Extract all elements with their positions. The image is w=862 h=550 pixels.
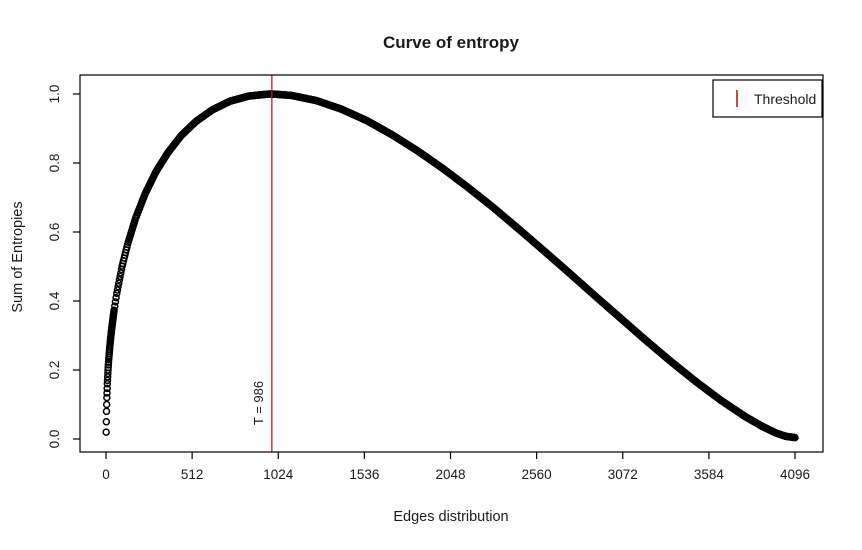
scatter-points <box>102 90 799 442</box>
legend-threshold-label: Threshold <box>754 91 816 107</box>
x-tick-label: 1536 <box>349 467 379 482</box>
data-point <box>791 433 799 442</box>
data-point <box>103 393 111 402</box>
data-point <box>103 373 112 381</box>
y-tick-label: 1.0 <box>47 85 62 104</box>
x-tick-label: 3584 <box>694 467 725 482</box>
y-axis-title: Sum of Entropies <box>10 201 26 312</box>
data-point <box>102 418 111 426</box>
x-tick-label: 4096 <box>780 467 810 482</box>
data-point <box>104 361 113 369</box>
data-point <box>104 366 112 374</box>
data-point <box>103 384 111 393</box>
x-tick-label: 512 <box>181 467 204 482</box>
data-point <box>103 376 112 385</box>
data-point <box>102 400 111 409</box>
data-point <box>114 282 122 291</box>
data-point <box>103 380 112 388</box>
y-axis-ticks: 0.0 0.2 0.4 0.6 0.8 1.0 <box>47 85 80 449</box>
x-axis-ticks: 0 512 1024 1536 2048 2560 3072 3584 4096 <box>102 452 810 482</box>
threshold-value-label: T = 986 <box>251 381 266 425</box>
x-tick-label: 1024 <box>263 467 294 482</box>
data-point <box>117 269 125 277</box>
x-tick-label: 2560 <box>522 467 552 482</box>
x-tick-label: 2048 <box>435 467 465 482</box>
data-point <box>111 302 119 310</box>
data-point <box>103 389 111 397</box>
data-point <box>111 298 120 306</box>
y-tick-label: 0.8 <box>47 154 62 173</box>
chart-title: Curve of entropy <box>383 33 520 52</box>
x-axis-title: Edges distribution <box>393 509 508 525</box>
legend: Threshold <box>712 79 823 118</box>
y-tick-label: 0.4 <box>47 291 62 310</box>
y-tick-label: 0.2 <box>47 361 62 380</box>
y-tick-label: 0.6 <box>47 223 62 242</box>
legend-box <box>712 79 823 118</box>
data-point <box>116 272 124 281</box>
data-point <box>115 279 123 287</box>
data-point <box>102 407 111 416</box>
plot-border-box <box>79 74 824 453</box>
data-point <box>113 286 122 294</box>
x-tick-label: 0 <box>102 467 110 482</box>
data-point <box>110 306 118 315</box>
data-point <box>113 289 121 298</box>
data-point <box>115 276 124 284</box>
data-point <box>112 293 120 302</box>
y-tick-label: 0.0 <box>47 430 62 449</box>
x-tick-label: 3072 <box>608 467 638 482</box>
data-point <box>104 363 112 372</box>
data-point <box>102 428 110 436</box>
